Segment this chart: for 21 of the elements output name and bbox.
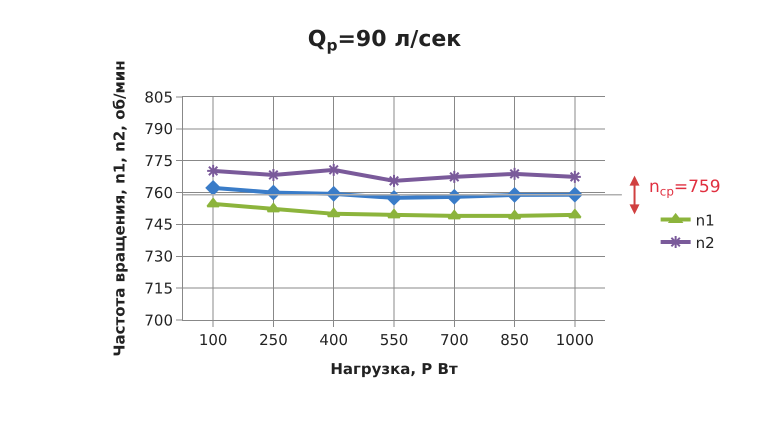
y-tick-label: 715 xyxy=(144,279,173,298)
x-tick-label: 550 xyxy=(380,331,408,349)
x-tick-label: 700 xyxy=(440,331,469,349)
x-tick-label: 1000 xyxy=(556,331,594,349)
y-tick-label: 790 xyxy=(144,120,173,138)
legend-label: n2 xyxy=(696,234,715,252)
chart-title: Q$_{р}$=90 л/сек xyxy=(308,26,462,55)
y-tick-label: 730 xyxy=(144,248,173,266)
x-tick-label: 850 xyxy=(500,331,529,349)
y-tick-label: 760 xyxy=(144,184,173,202)
y-tick-label: 805 xyxy=(144,88,173,106)
y-tick-label: 700 xyxy=(144,311,173,330)
y-axis-title: Частота вращения, n1, n2, об/мин xyxy=(110,60,129,357)
legend-label: n1 xyxy=(696,211,715,230)
x-axis-title: Нагрузка, Р Вт xyxy=(330,360,458,378)
x-tick-label: 100 xyxy=(198,331,228,349)
y-tick-label: 775 xyxy=(144,152,173,170)
y-tick-label: 745 xyxy=(144,216,173,234)
x-tick-label: 400 xyxy=(319,331,348,349)
x-tick-label: 250 xyxy=(259,331,288,349)
ref-line-label: n$_{ср}$=759 xyxy=(649,177,721,199)
